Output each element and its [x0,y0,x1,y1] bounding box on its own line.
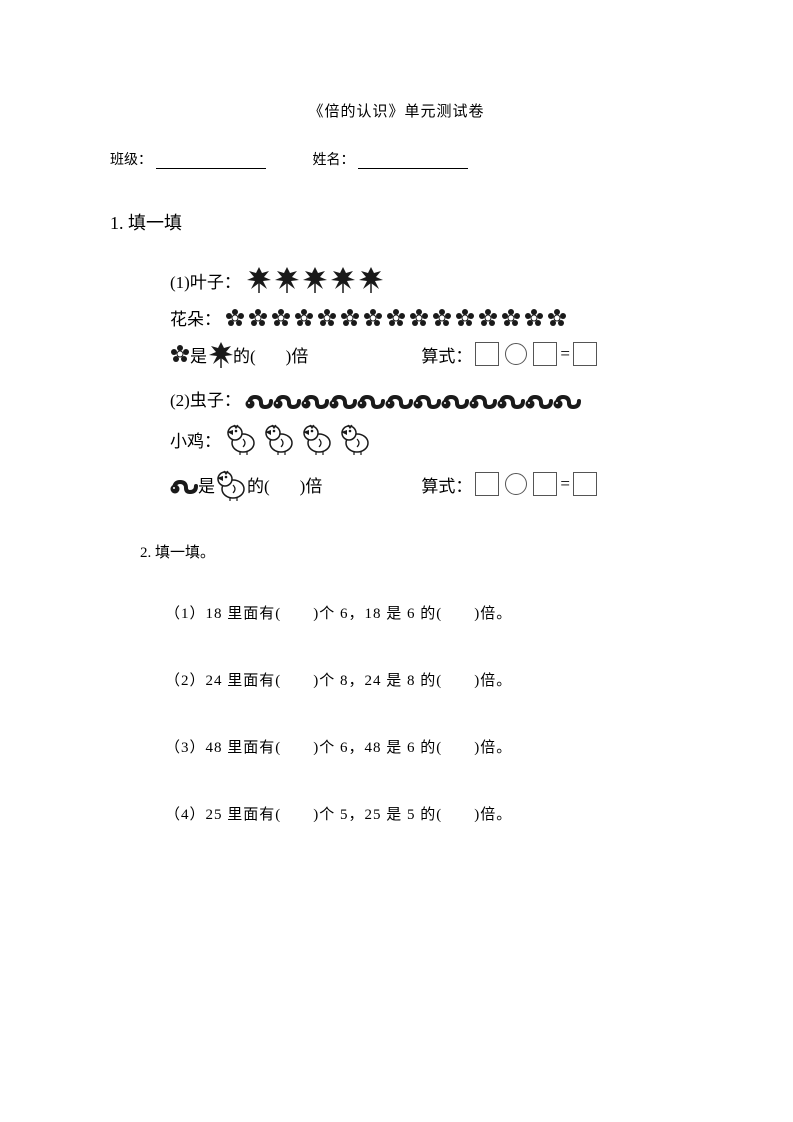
flower-icon [340,308,360,328]
formula-box[interactable] [533,342,557,366]
worm-icon [170,472,198,496]
question-1-figure: (1)叶子： 花朵： 是 的( )倍 算式： = [170,265,600,501]
chick-label: 小鸡： [170,427,221,452]
worm-icon [497,387,525,411]
leaf-icon [245,265,275,295]
worm-label: (2)虫子： [170,386,241,411]
class-label: 班级： [110,153,152,168]
worm-icon [245,387,273,411]
rel-mid: 的( [233,342,256,367]
worm-icon [329,387,357,411]
flower-icon [248,308,268,328]
worm-icon [273,387,301,411]
flower-label: 花朵： [170,305,221,330]
flower-icon [455,308,475,328]
rel-end: )倍 [286,342,309,367]
chick-icons [225,421,377,457]
worm-row: (2)虫子： [170,386,600,411]
flower-icon [170,344,190,364]
class-input-line[interactable] [156,154,266,169]
flower-icon [363,308,383,328]
flower-icon [524,308,544,328]
question-2-item: （3）48 里面有( )个 6，48 是 6 的( )倍。 [165,736,683,757]
formula-box[interactable] [475,342,499,366]
chick-icon [215,467,247,501]
leaf-icon [357,265,387,295]
name-label: 姓名： [313,153,355,168]
flower-row: 花朵： [170,305,600,330]
leaf-icons [245,265,385,295]
equals-sign: = [560,474,570,494]
question-1-heading: 1. 填一填 [110,209,683,235]
relation-row-2: 是 的( )倍 算式： = [170,467,600,501]
chick-icon [339,421,373,457]
flower-icon [547,308,567,328]
question-2-item: （2）24 里面有( )个 8，24 是 8 的( )倍。 [165,669,683,690]
rel-end: )倍 [300,472,323,497]
leaf-icon [273,265,303,295]
formula-box[interactable] [475,472,499,496]
chick-icon [263,421,297,457]
question-2-heading: 2. 填一填。 [140,541,683,562]
flower-icons [225,308,570,328]
question-2-item: （4）25 里面有( )个 5，25 是 5 的( )倍。 [165,803,683,824]
question-2-item: （1）18 里面有( )个 6，18 是 6 的( )倍。 [165,602,683,623]
worm-icon [553,387,581,411]
worm-icon [525,387,553,411]
leaf-icon [207,340,233,368]
name-input-line[interactable] [358,154,468,169]
worm-icon [385,387,413,411]
question-2-list: （1）18 里面有( )个 6，18 是 6 的( )倍。 （2）24 里面有( … [110,602,683,824]
formula-op-circle[interactable] [505,473,527,495]
flower-icon [271,308,291,328]
is-text: 是 [198,472,215,497]
flower-icon [432,308,452,328]
formula-label: 算式： [421,342,472,367]
flower-icon [225,308,245,328]
flower-icon [501,308,521,328]
worm-icon [469,387,497,411]
rel-mid: 的( [247,472,270,497]
worm-icon [441,387,469,411]
worksheet-page: 《倍的认识》单元测试卷 班级： 姓名： 1. 填一填 (1)叶子： 花朵： 是 … [0,0,793,824]
flower-icon [317,308,337,328]
flower-icon [409,308,429,328]
worm-icon [357,387,385,411]
formula-label: 算式： [421,472,472,497]
leaf-icon [301,265,331,295]
worm-icons [245,387,581,411]
flower-icon [478,308,498,328]
chick-icon [301,421,335,457]
formula-op-circle[interactable] [505,343,527,365]
formula-box[interactable] [573,472,597,496]
page-title: 《倍的认识》单元测试卷 [110,100,683,121]
student-info: 班级： 姓名： [110,149,683,169]
relation-row-1: 是 的( )倍 算式： = [170,340,600,368]
is-text: 是 [190,342,207,367]
chick-icon [225,421,259,457]
formula-box[interactable] [573,342,597,366]
formula-box[interactable] [533,472,557,496]
leaf-icon [329,265,359,295]
worm-icon [413,387,441,411]
leaf-row: (1)叶子： [170,265,600,295]
flower-icon [294,308,314,328]
flower-icon [386,308,406,328]
worm-icon [301,387,329,411]
chick-row: 小鸡： [170,421,600,457]
equals-sign: = [560,344,570,364]
leaf-label: (1)叶子： [170,268,241,293]
